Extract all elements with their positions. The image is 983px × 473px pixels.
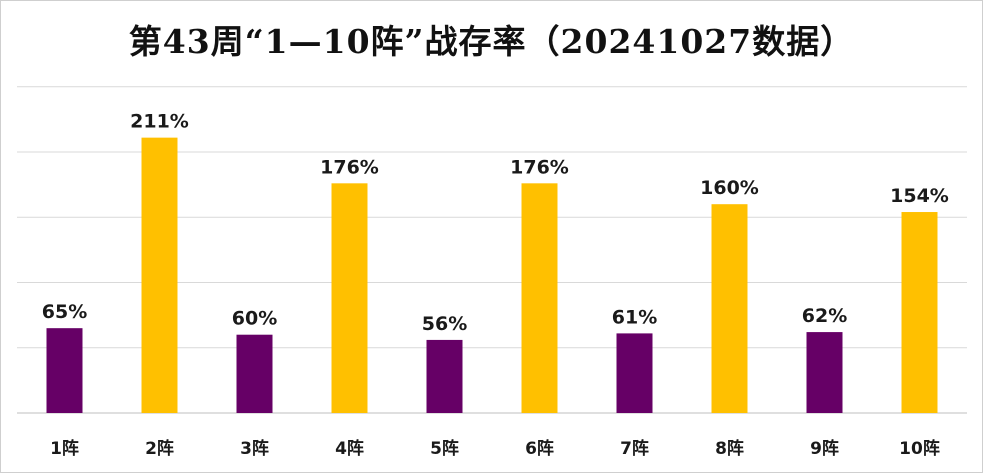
data-label-6: 176%	[510, 156, 569, 178]
bar-3	[236, 334, 273, 413]
bar-1	[46, 328, 83, 413]
bar-4	[331, 183, 368, 413]
data-label-10: 154%	[890, 185, 949, 207]
bar-9	[806, 332, 843, 413]
data-label-2: 211%	[130, 111, 189, 133]
data-label-5: 56%	[422, 313, 467, 335]
x-tick-label-3: 3阵	[240, 438, 269, 459]
bar-6	[521, 183, 558, 413]
bar-7	[616, 333, 653, 413]
x-tick-label-10: 10阵	[899, 438, 940, 459]
bar-8	[711, 204, 748, 413]
data-label-1: 65%	[42, 301, 87, 323]
x-tick-label-4: 4阵	[335, 438, 364, 459]
chart-title: 第43周“1—10阵”战存率（20241027数据）	[128, 22, 855, 61]
bar-5	[426, 339, 463, 413]
x-tick-label-5: 5阵	[430, 438, 459, 459]
data-label-7: 61%	[612, 306, 657, 328]
data-label-3: 60%	[232, 308, 277, 330]
bar-2	[141, 137, 178, 413]
data-label-8: 160%	[700, 177, 759, 199]
data-label-9: 62%	[802, 305, 847, 327]
x-tick-label-1: 1阵	[50, 438, 79, 459]
x-tick-label-7: 7阵	[620, 438, 649, 459]
bar-10	[901, 212, 938, 413]
x-tick-label-8: 8阵	[715, 438, 744, 459]
x-tick-label-6: 6阵	[525, 438, 554, 459]
x-tick-label-9: 9阵	[810, 438, 839, 459]
data-label-4: 176%	[320, 156, 379, 178]
x-tick-label-2: 2阵	[145, 438, 174, 459]
